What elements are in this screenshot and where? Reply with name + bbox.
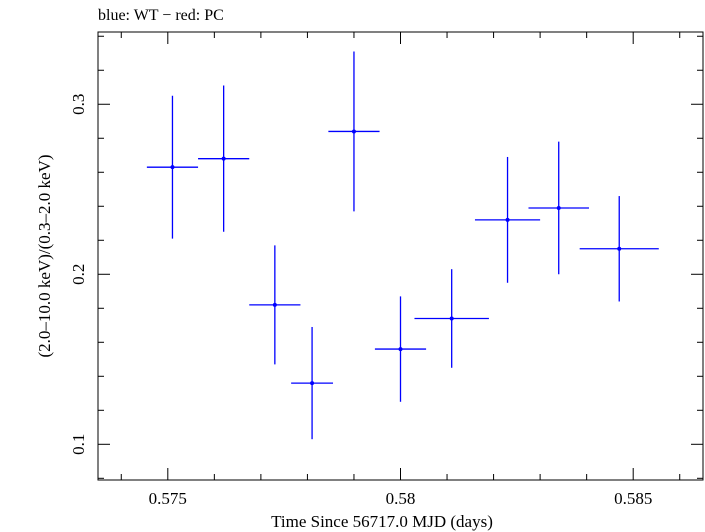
axis-ticks: 0.575 0.58 0.585 0.1 0.2 0.3 bbox=[69, 32, 703, 508]
data-marker bbox=[351, 129, 356, 134]
data-point bbox=[198, 85, 250, 232]
data-marker bbox=[449, 316, 454, 321]
data-marker bbox=[505, 217, 510, 222]
data-points bbox=[146, 51, 659, 440]
x-tick-label: 0.575 bbox=[149, 489, 187, 508]
y-tick-label: 0.3 bbox=[69, 94, 88, 115]
x-tick-label: 0.585 bbox=[614, 489, 652, 508]
data-point bbox=[528, 141, 589, 275]
x-tick-label: 0.58 bbox=[386, 489, 416, 508]
data-marker bbox=[617, 246, 622, 251]
y-tick-label: 0.1 bbox=[69, 434, 88, 455]
data-marker bbox=[556, 205, 561, 210]
y-axis-label: (2.0–10.0 keV)/(0.3–2.0 keV) bbox=[35, 154, 54, 357]
data-point bbox=[249, 245, 301, 365]
data-point bbox=[328, 51, 380, 212]
data-marker bbox=[170, 165, 175, 170]
data-point bbox=[414, 269, 489, 368]
x-axis-label: Time Since 56717.0 MJD (days) bbox=[271, 512, 493, 531]
data-point bbox=[474, 156, 541, 283]
data-point bbox=[146, 95, 199, 239]
data-marker bbox=[310, 381, 315, 386]
data-point bbox=[579, 196, 659, 302]
y-tick-label: 0.2 bbox=[69, 264, 88, 285]
data-marker bbox=[398, 347, 403, 352]
data-marker bbox=[221, 156, 226, 161]
data-point bbox=[374, 296, 427, 402]
chart-title: blue: WT − red: PC bbox=[98, 7, 224, 24]
data-point bbox=[291, 326, 334, 440]
plot-frame bbox=[97, 31, 704, 481]
data-marker bbox=[272, 302, 277, 307]
